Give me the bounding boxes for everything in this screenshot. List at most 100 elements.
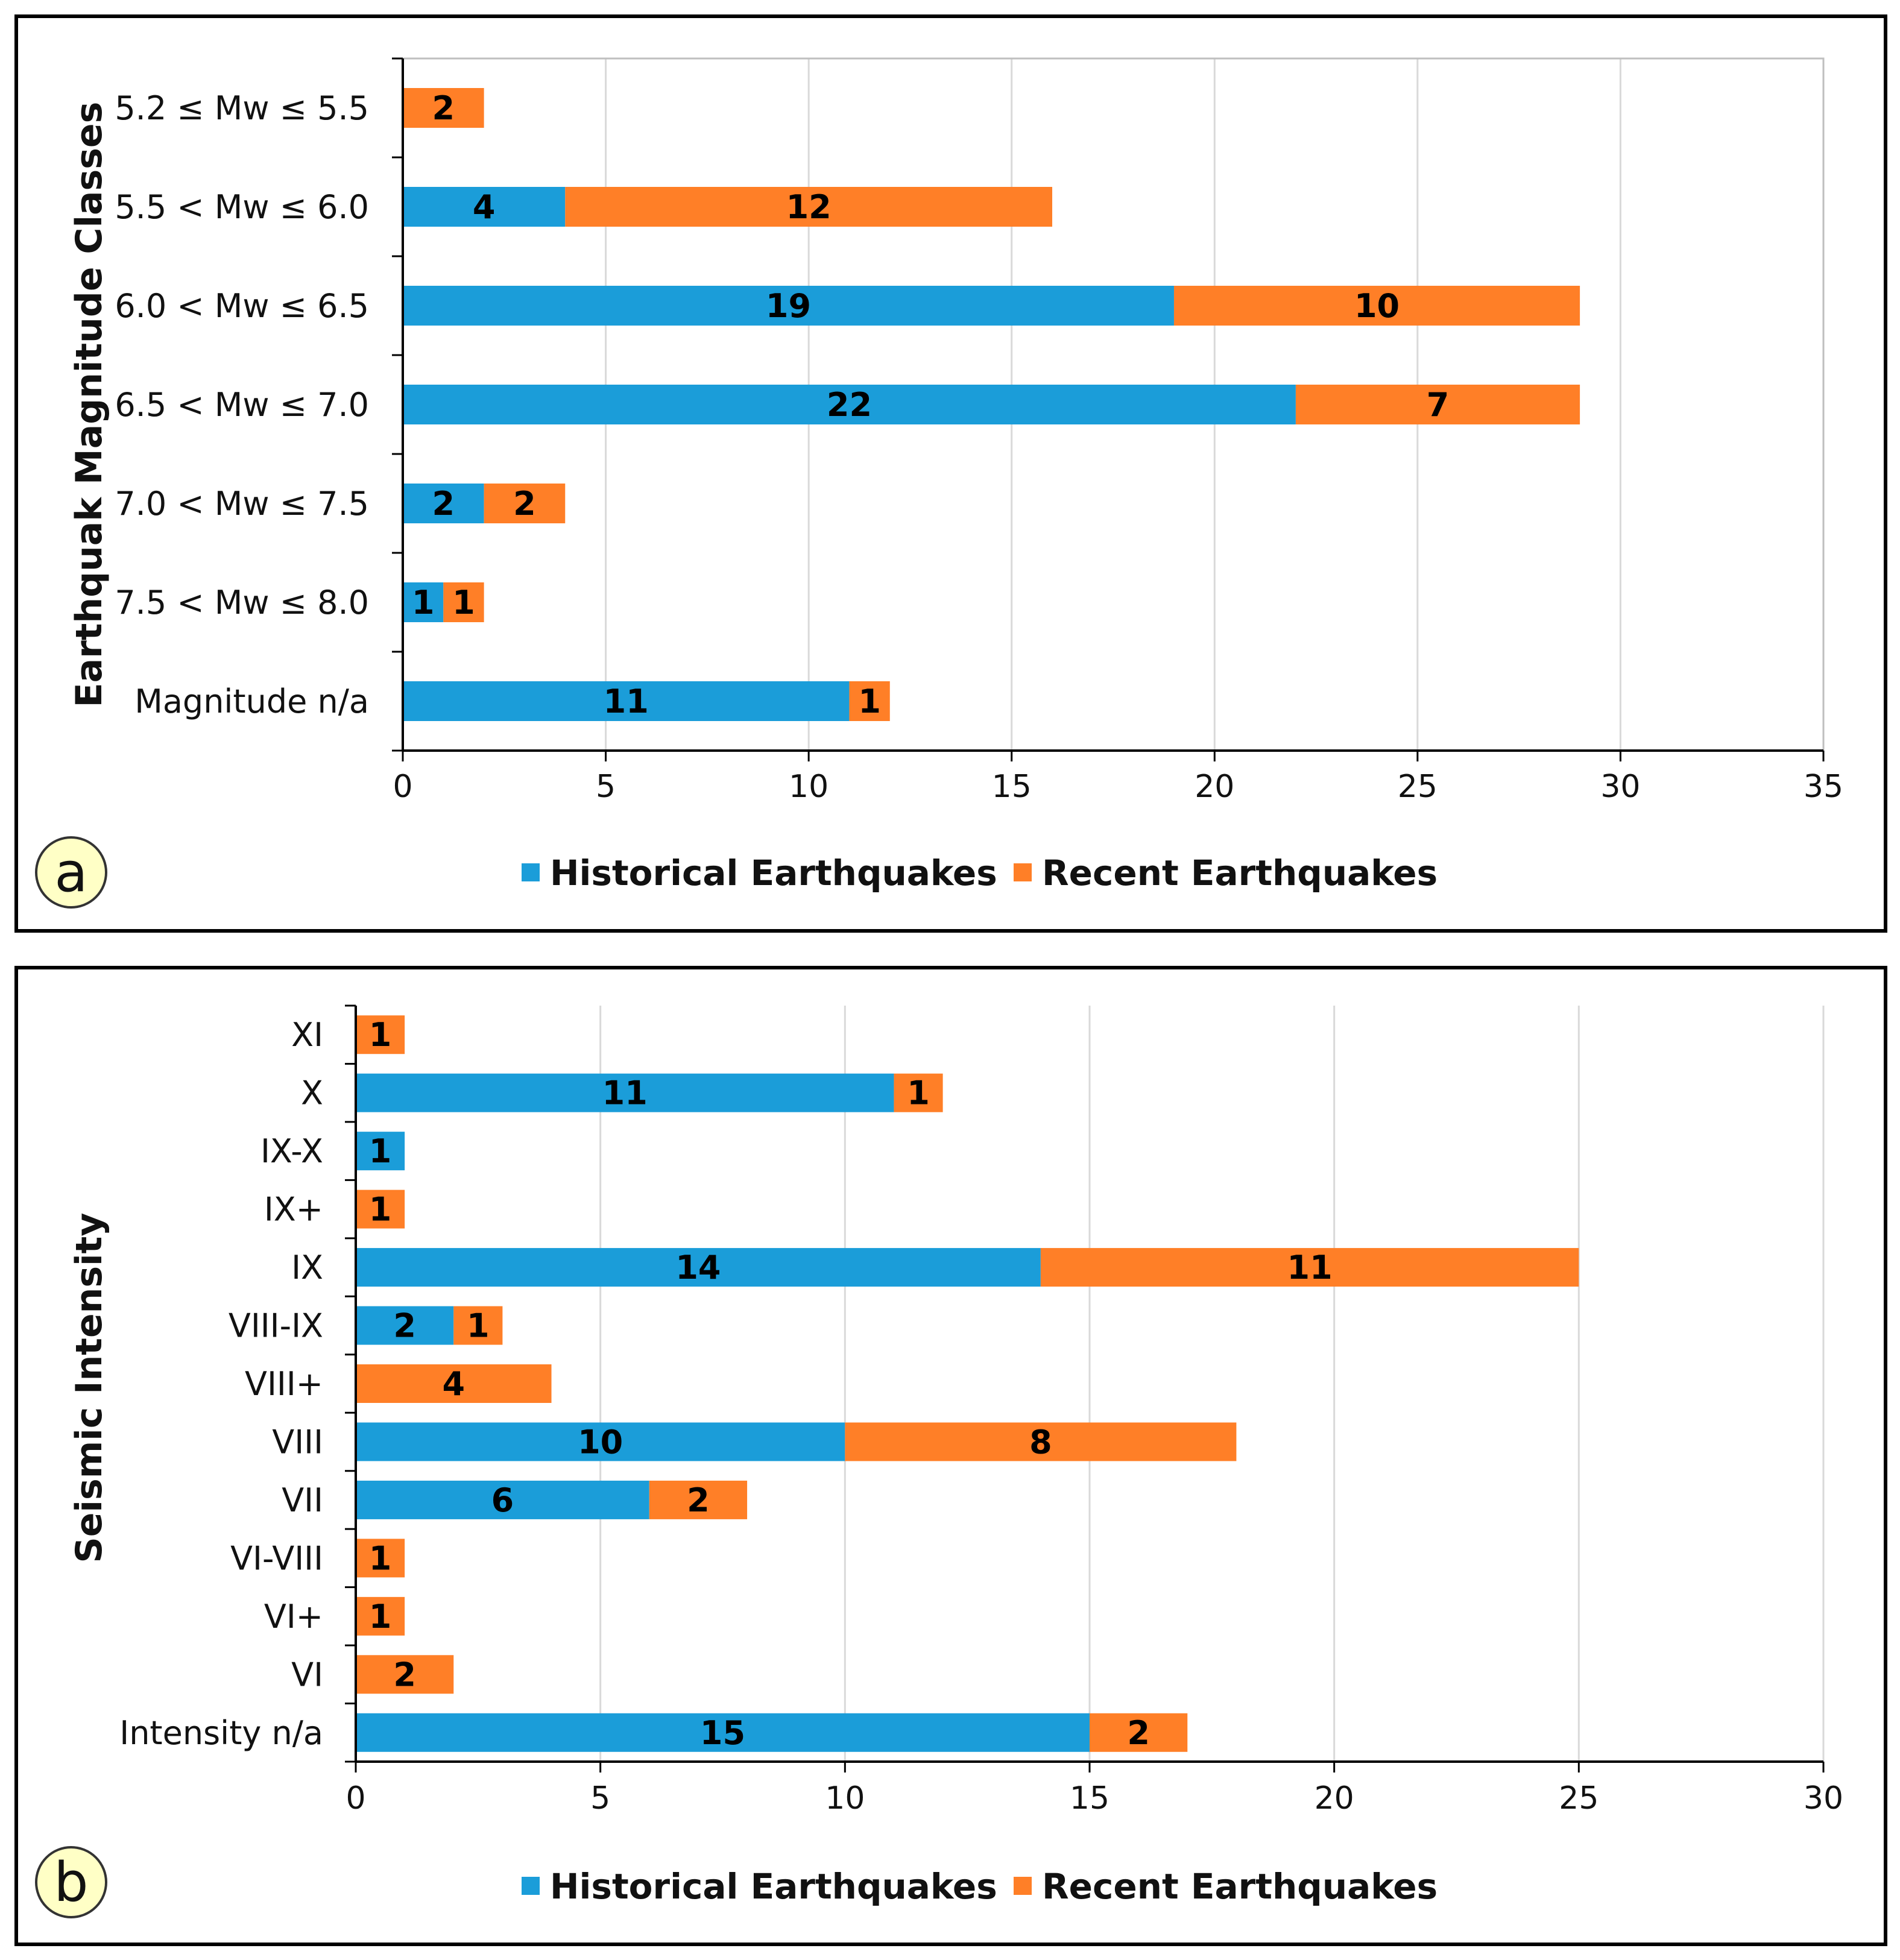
panel-b-bar-label-historical: 1	[369, 1132, 392, 1170]
panel-a-legend-historical-swatch	[522, 863, 540, 881]
panel-b-bar-recent	[356, 1596, 405, 1636]
panel-b-bar-label-historical: 11	[602, 1074, 648, 1112]
panel-b-legend: Historical Earthquakes Recent Earthquake…	[522, 1866, 1438, 1907]
panel-b-legend-recent-swatch	[1014, 1877, 1032, 1895]
panel-b-category-label: IX-X	[260, 1132, 323, 1170]
panel-a-category-label: 7.5 < Mw ≤ 8.0	[115, 584, 369, 622]
panel-a-bar-label-historical: 2	[432, 485, 455, 523]
panel-b-bar-historical	[356, 1713, 1090, 1752]
panel-b-bar-historical	[356, 1306, 454, 1345]
panel-a-bar-label-recent: 2	[432, 89, 455, 127]
panel-b-badge-circle	[35, 1846, 107, 1918]
panel-b-bar-label-historical: 14	[675, 1249, 721, 1287]
panel-b-legend-recent-label: Recent Earthquakes	[1042, 1866, 1438, 1907]
panel-b-bar-label-recent: 2	[1127, 1714, 1150, 1752]
panel-b-x-tick-label: 5	[590, 1780, 610, 1817]
panel-a-x-tick-label: 5	[596, 769, 616, 805]
panel-a-legend-recent-swatch	[1014, 863, 1032, 881]
panel-a-bar-label-recent: 1	[452, 584, 475, 622]
panel-b-bar-recent	[356, 1539, 405, 1578]
panel-a-bar-recent	[1173, 286, 1580, 326]
panel-a-letter-badge: a	[35, 836, 107, 909]
panel-a-x-tick-label: 25	[1398, 769, 1438, 805]
panel-a-bar-recent	[484, 484, 566, 523]
panel-a-category-label: 5.2 ≤ Mw ≤ 5.5	[115, 89, 369, 127]
panel-a-bar-label-recent: 1	[858, 682, 881, 720]
panel-a-badge-circle	[35, 836, 107, 909]
panel-b-bar-label-recent: 1	[907, 1074, 930, 1112]
panel-a-bar-label-recent: 10	[1354, 287, 1400, 325]
panel-a-bar-label-recent: 12	[786, 188, 832, 226]
panel-b-category-label: VI-VIII	[230, 1539, 323, 1577]
panel-b-bar-recent	[356, 1364, 552, 1403]
panel-b-x-tick-label: 20	[1315, 1780, 1354, 1817]
panel-b-x-tick-label: 25	[1559, 1780, 1599, 1817]
panel-a-bar-label-historical: 1	[412, 584, 435, 622]
panel-a-bar-recent	[1295, 385, 1580, 424]
panel-b-bar-label-recent: 2	[393, 1656, 416, 1694]
panel-b-bar-recent	[649, 1480, 748, 1519]
panel-a-y-axis-title: Earthquak Magnitude Classes	[68, 102, 110, 708]
panel-b-bar-label-recent: 11	[1287, 1249, 1333, 1287]
panel-b-bar-historical	[356, 1480, 649, 1519]
panel-b-bar-label-historical: 6	[491, 1481, 514, 1519]
panel-b-category-label: IX+	[264, 1191, 323, 1229]
panel-b-bar-recent	[453, 1306, 503, 1345]
panel-b-bar-label-recent: 1	[369, 1598, 392, 1636]
panel-a-x-tick-label: 0	[393, 769, 412, 805]
panel-b-x-tick-label: 10	[825, 1780, 865, 1817]
panel-a-bar-historical	[403, 582, 444, 622]
panel-a-bar-recent	[443, 582, 484, 622]
panel-a-bar-label-historical: 19	[766, 287, 811, 325]
panel-b-category-label: IX	[291, 1249, 323, 1287]
panel-a-category-label: Magnitude n/a	[134, 682, 369, 720]
panel-a-bar-label-historical: 11	[604, 682, 649, 720]
panel-b-x-tick-label: 0	[346, 1780, 365, 1817]
panel-a-gridlines	[605, 58, 1825, 751]
panel-a-x-tick-label: 15	[992, 769, 1032, 805]
panel-b-letter-badge: b	[35, 1846, 107, 1918]
panel-b-bar-label-recent: 1	[369, 1539, 392, 1577]
panel-a-bar-label-historical: 4	[473, 188, 496, 226]
panel-b-bar-label-historical: 2	[393, 1307, 416, 1345]
panel-a-legend: Historical Earthquakes Recent Earthquake…	[522, 852, 1438, 893]
panel-b-x-tick-label: 15	[1070, 1780, 1109, 1817]
panel-b-bar-recent	[356, 1015, 405, 1054]
panel-b-bar-label-recent: 4	[442, 1365, 465, 1403]
panel-b-bar-label-historical: 10	[578, 1423, 623, 1461]
panel-b-bar-label-recent: 8	[1029, 1423, 1052, 1461]
panel-a-bar-recent	[403, 88, 484, 128]
panel-b-category-label: VI+	[264, 1598, 323, 1636]
panel-b-bar-recent	[1090, 1713, 1188, 1752]
panel-a-bar-recent	[849, 681, 890, 721]
panel-a-bar-historical	[403, 286, 1174, 326]
panel-a-x-tick-label: 20	[1195, 769, 1234, 805]
panel-b-bar-historical	[356, 1248, 1041, 1287]
panel-b-bar-recent	[894, 1073, 943, 1112]
panel-b-y-axis-title: Seismic Intensity	[68, 1213, 110, 1563]
panel-b-category-label: VIII	[272, 1423, 323, 1461]
panel-a-bar-label-historical: 22	[827, 386, 872, 424]
panel-b-bar-label-historical: 15	[700, 1714, 745, 1752]
panel-a-category-label: 6.5 < Mw ≤ 7.0	[115, 386, 369, 424]
panel-a-bar-label-recent: 2	[513, 485, 536, 523]
panel-a-x-tick-label: 30	[1600, 769, 1640, 805]
panel-b-bar-recent	[845, 1422, 1237, 1461]
panel-a-legend-recent-label: Recent Earthquakes	[1042, 852, 1438, 893]
panel-b-gridlines	[599, 1006, 1825, 1762]
panel-b-bar-historical	[356, 1073, 894, 1112]
panel-b-x-tick-label: 30	[1804, 1780, 1843, 1817]
panel-a-bar-label-recent: 7	[1427, 386, 1450, 424]
panel-a-bar-historical	[403, 187, 566, 227]
panel-b-bar-recent	[356, 1655, 454, 1694]
panel-b-category-label: X	[301, 1074, 323, 1112]
panel-a-bar-historical	[403, 681, 850, 721]
panel-a-legend-historical-label: Historical Earthquakes	[550, 852, 997, 893]
panel-a-bar-recent	[565, 187, 1053, 227]
panel-a-category-labels: 5.2 ≤ Mw ≤ 5.5 5.5 < Mw ≤ 6.0 6.0 < Mw ≤ 6…	[115, 89, 369, 720]
panel-b-bar-historical	[356, 1422, 845, 1461]
